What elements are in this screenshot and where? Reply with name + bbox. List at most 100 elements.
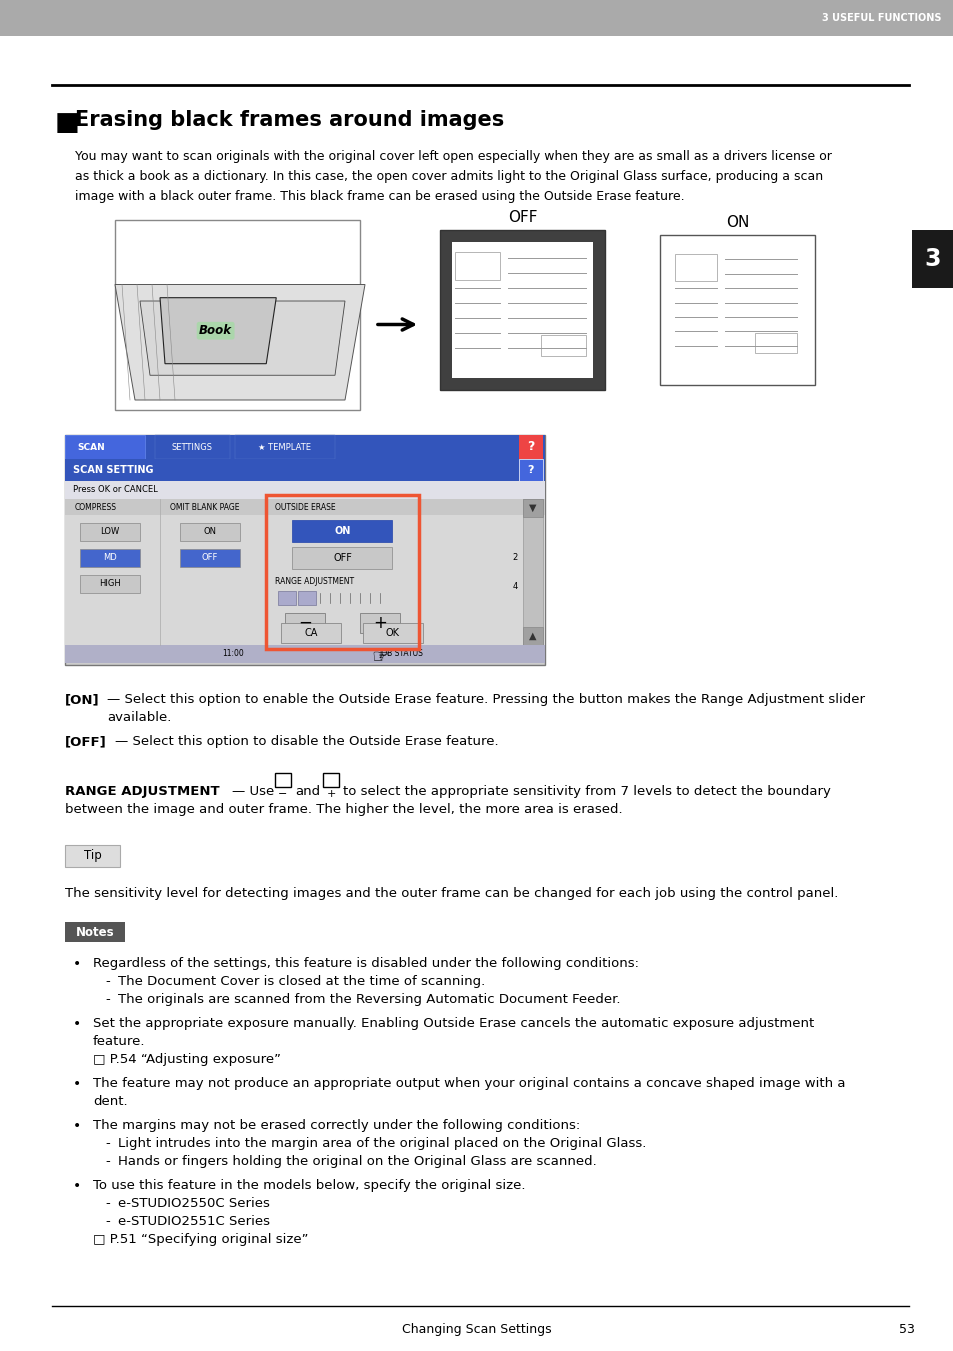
Text: To use this feature in the models below, specify the original size.: To use this feature in the models below,…: [92, 1179, 525, 1192]
Text: 4: 4: [512, 582, 517, 592]
Bar: [452, 242, 593, 378]
Bar: [274, 773, 291, 788]
Text: 2: 2: [512, 553, 517, 562]
Text: □ P.54 “Adjusting exposure”: □ P.54 “Adjusting exposure”: [92, 1052, 281, 1066]
Bar: [65, 481, 544, 499]
Text: SETTINGS: SETTINGS: [172, 443, 213, 451]
Text: Tip: Tip: [84, 850, 101, 862]
Bar: [154, 435, 230, 459]
Bar: [675, 254, 716, 281]
Text: Erasing black frames around images: Erasing black frames around images: [75, 109, 504, 130]
Bar: [297, 590, 315, 605]
Text: You may want to scan originals with the original cover left open especially when: You may want to scan originals with the …: [75, 150, 831, 163]
Text: •: •: [73, 1119, 81, 1133]
Text: COMPRESS: COMPRESS: [75, 503, 117, 512]
Text: The originals are scanned from the Reversing Automatic Document Feeder.: The originals are scanned from the Rever…: [118, 993, 619, 1006]
Text: [OFF]: [OFF]: [65, 735, 107, 748]
Text: e-STUDIO2550C Series: e-STUDIO2550C Series: [118, 1197, 270, 1210]
Bar: [439, 230, 604, 390]
Bar: [293, 547, 392, 569]
Text: +: +: [326, 789, 335, 798]
Text: — Select this option to disable the Outside Erase feature.: — Select this option to disable the Outs…: [115, 735, 498, 748]
Text: ON: ON: [725, 215, 748, 230]
Bar: [911, 230, 953, 288]
Text: Light intrudes into the margin area of the original placed on the Original Glass: Light intrudes into the margin area of t…: [118, 1138, 646, 1150]
Bar: [65, 435, 544, 665]
Bar: [281, 623, 340, 643]
Polygon shape: [160, 297, 276, 363]
Text: LOW: LOW: [100, 527, 119, 536]
Text: -: -: [105, 1215, 110, 1228]
Bar: [540, 335, 585, 357]
Bar: [277, 590, 295, 605]
Text: −: −: [297, 613, 312, 632]
Text: Regardless of the settings, this feature is disabled under the following conditi: Regardless of the settings, this feature…: [92, 957, 639, 970]
Bar: [266, 494, 418, 648]
Text: RANGE ADJUSTMENT: RANGE ADJUSTMENT: [274, 577, 354, 586]
Text: ON: ON: [334, 526, 351, 536]
Bar: [65, 644, 544, 663]
Bar: [234, 435, 335, 459]
Text: Changing Scan Settings: Changing Scan Settings: [402, 1323, 551, 1336]
Text: Book: Book: [199, 324, 232, 338]
Bar: [65, 499, 544, 515]
Bar: [285, 613, 325, 634]
Bar: [65, 459, 544, 481]
Text: CA: CA: [304, 628, 317, 638]
Text: -: -: [105, 1155, 110, 1169]
Text: -: -: [105, 975, 110, 988]
Text: feature.: feature.: [92, 1035, 146, 1048]
Text: ★ TEMPLATE: ★ TEMPLATE: [258, 443, 312, 451]
Text: •: •: [73, 1179, 81, 1193]
Text: JOB STATUS: JOB STATUS: [378, 650, 422, 658]
Text: ▲: ▲: [529, 631, 537, 640]
Bar: [455, 253, 499, 280]
Bar: [659, 235, 814, 385]
Text: — Select this option to enable the Outside Erase feature. Pressing the button ma: — Select this option to enable the Outsi…: [107, 693, 864, 707]
Bar: [518, 459, 542, 481]
Text: The margins may not be erased correctly under the following conditions:: The margins may not be erased correctly …: [92, 1119, 579, 1132]
Bar: [293, 520, 392, 542]
Text: •: •: [73, 957, 81, 971]
Text: ☞: ☞: [371, 648, 388, 667]
Polygon shape: [115, 285, 365, 400]
Text: Notes: Notes: [75, 925, 114, 939]
Text: OK: OK: [385, 628, 399, 638]
Text: The Document Cover is closed at the time of scanning.: The Document Cover is closed at the time…: [118, 975, 485, 988]
Text: 3 USEFUL FUNCTIONS: 3 USEFUL FUNCTIONS: [821, 14, 941, 23]
Text: -: -: [105, 993, 110, 1006]
Bar: [65, 921, 125, 942]
Text: 53: 53: [898, 1323, 914, 1336]
Text: e-STUDIO2551C Series: e-STUDIO2551C Series: [118, 1215, 270, 1228]
Bar: [65, 499, 544, 644]
Text: image with a black outer frame. This black frame can be erased using the Outside: image with a black outer frame. This bla…: [75, 190, 684, 203]
Text: •: •: [73, 1017, 81, 1031]
Text: SCAN: SCAN: [77, 443, 105, 451]
Text: 3: 3: [923, 247, 941, 272]
Text: dent.: dent.: [92, 1096, 128, 1108]
Bar: [518, 435, 542, 459]
Text: SCAN SETTING: SCAN SETTING: [73, 465, 153, 476]
Text: 11:00: 11:00: [222, 650, 244, 658]
Text: Press OK or CANCEL: Press OK or CANCEL: [73, 485, 157, 494]
Bar: [323, 773, 338, 788]
Text: available.: available.: [107, 711, 172, 724]
Text: [ON]: [ON]: [65, 693, 99, 707]
Text: Set the appropriate exposure manually. Enabling Outside Erase cancels the automa: Set the appropriate exposure manually. E…: [92, 1017, 814, 1029]
Text: •: •: [73, 1077, 81, 1092]
Text: Hands or fingers holding the original on the Original Glass are scanned.: Hands or fingers holding the original on…: [118, 1155, 597, 1169]
Bar: [180, 523, 240, 540]
Bar: [180, 549, 240, 567]
Text: OMIT BLANK PAGE: OMIT BLANK PAGE: [170, 503, 239, 512]
Text: -: -: [105, 1197, 110, 1210]
Bar: [80, 549, 140, 567]
Bar: [65, 435, 145, 459]
Bar: [754, 334, 796, 353]
Text: MD: MD: [103, 554, 117, 562]
Bar: [0, 0, 953, 36]
Text: and: and: [294, 785, 320, 798]
Bar: [65, 844, 120, 867]
Bar: [65, 435, 544, 459]
Bar: [522, 499, 542, 517]
Text: ?: ?: [527, 465, 534, 476]
